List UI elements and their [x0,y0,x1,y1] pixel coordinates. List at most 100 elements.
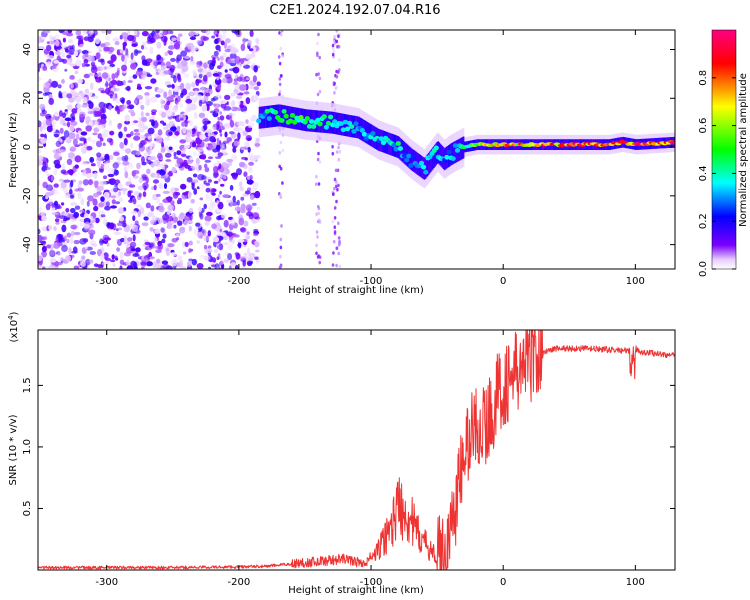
heatmap-cell [70,218,76,222]
heatmap-cell [83,36,89,41]
heatmap-cell [254,216,261,220]
heatmap-cell [209,110,217,114]
heatmap-cell [179,139,186,144]
heatmap-cell [126,240,130,246]
heatmap-cell [239,181,243,187]
heatmap-cell [66,54,72,59]
heatmap-cell [203,74,208,82]
heatmap-cell [273,110,279,115]
heatmap-cell [116,194,120,198]
heatmap-cell [325,111,327,133]
heatmap-cell [205,129,213,134]
heatmap-cell [128,184,136,188]
snr-x-axis: -300 -200 -100 0 100 [95,330,645,588]
heatmap-cell [336,187,339,192]
heatmap-cell [215,94,220,98]
heatmap-cell [103,252,109,260]
heatmap-cell [118,216,125,222]
heatmap-cell [55,221,60,225]
heatmap-cell [130,260,137,268]
heatmap-cell [234,123,238,127]
heatmap-cell [181,162,188,167]
heatmap-cell [245,97,251,105]
heatmap-cell [93,205,99,212]
heatmap-cell [203,124,208,131]
heatmap-cell [446,149,452,155]
heatmap-cell [149,119,154,123]
heatmap-cell [450,143,452,166]
heatmap-cell [188,248,192,253]
heatmap-cell [59,117,64,125]
heatmap-cell [351,129,357,134]
heatmap-cell [219,95,222,99]
heatmap-cell [187,191,192,200]
heatmap-cell [402,140,405,163]
heatmap-cell [138,176,143,184]
heatmap-cell [248,213,254,220]
heatmap-cell [320,110,322,133]
heatmap-cell [410,148,413,171]
heatmap-cell [137,209,141,218]
heatmap-cell [81,162,88,166]
heatmap-cell [237,127,244,134]
heatmap-cell [156,258,161,264]
heatmap-cell [315,251,318,256]
heatmap-cell [49,249,55,256]
heatmap-cell [119,251,124,259]
heatmap-cell [211,59,217,64]
heatmap-cell [408,163,414,168]
heatmap-cell [433,145,439,151]
heatmap-cell [119,259,125,265]
heatmap-cell [156,41,162,49]
heatmap-cell [331,144,334,149]
heatmap-cell [186,177,193,183]
heatmap-cell [209,136,216,143]
heatmap-cell [318,260,322,265]
heatmap-cell [213,236,220,243]
heatmap-cell [101,132,109,138]
heatmap-cell [454,148,461,153]
heatmap-cell [181,241,186,249]
heatmap-cell [185,106,189,113]
heatmap-cell [142,191,147,198]
heatmap-cell [168,146,173,151]
heatmap-cell [132,234,136,242]
heatmap-cell [39,103,46,110]
heatmap-cell [45,192,52,197]
heatmap-cell [338,264,342,269]
heatmap-cell [105,80,109,88]
heatmap-cell [201,86,205,92]
heatmap-cell [332,192,335,196]
heatmap-cell [43,48,50,55]
heatmap-cell [73,168,78,172]
heatmap-cell [338,121,344,126]
heatmap-cell [203,235,210,242]
heatmap-cell [240,43,246,52]
heatmap-cell [198,183,206,190]
spectrogram-heatmap [38,30,675,269]
heatmap-cell [142,213,146,217]
heatmap-cell [185,82,192,91]
heatmap-cell [266,105,268,128]
heatmap-cell [318,89,322,94]
colorbar-ticks: 0.0 0.2 0.4 0.6 0.8 [698,70,736,277]
heatmap-cell [335,199,338,204]
heatmap-cell [438,142,440,165]
heatmap-cell [107,30,112,35]
heatmap-cell [123,251,132,257]
heatmap-cell [345,114,347,137]
heatmap-cell [158,205,165,213]
snr-panel: -300 -200 -100 0 100 0.5 1.0 1.5 Height of str… [7,311,676,596]
heatmap-cell [104,153,110,160]
heatmap-cell [145,112,150,117]
heatmap-cell [229,115,233,122]
heatmap-cell [229,120,235,128]
heatmap-cell [321,110,323,133]
heatmap-cell [163,91,168,99]
heatmap-cell [97,72,102,78]
heatmap-cell [177,125,181,133]
heatmap-cell [107,60,114,65]
heatmap-cell [151,215,158,223]
heatmap-cell [172,106,178,113]
heatmap-cell [156,197,161,204]
